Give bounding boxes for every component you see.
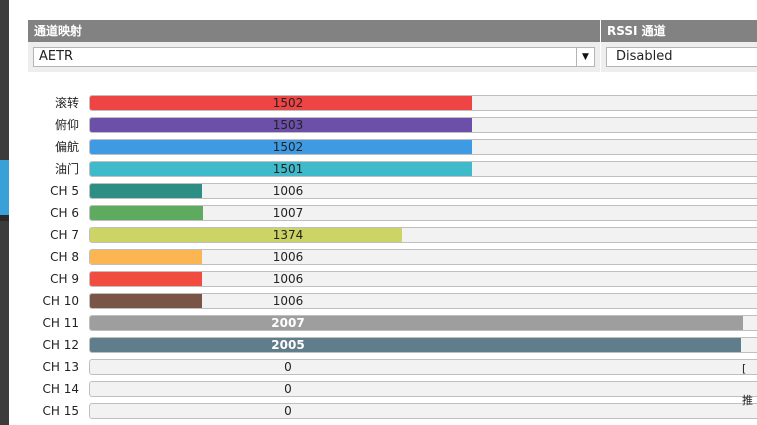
channel-meter: 1502 bbox=[89, 139, 757, 155]
channel-meter: 0 bbox=[89, 359, 757, 375]
left-nav-strip bbox=[0, 0, 9, 425]
channel-label: 偏航 bbox=[54, 140, 79, 154]
channel-label: 滚转 bbox=[54, 96, 79, 110]
channel-row: 偏航 1502 bbox=[0, 136, 757, 158]
channel-row: 俯仰 1503 bbox=[0, 114, 757, 136]
channel-meter-fill bbox=[90, 250, 202, 264]
channel-meter-fill bbox=[90, 294, 202, 308]
channel-label: CH 12 bbox=[42, 338, 80, 352]
rssi-channel-select[interactable]: Disabled bbox=[606, 47, 757, 67]
channel-meter-fill bbox=[90, 184, 202, 198]
channel-value: 1374 bbox=[272, 228, 304, 242]
channel-map-panel: 通道映射 AETR ▼ bbox=[28, 20, 600, 72]
channel-value: 2007 bbox=[271, 316, 305, 330]
channel-row: CH 12 2005 bbox=[0, 334, 757, 356]
channel-label: CH 13 bbox=[42, 360, 80, 374]
channel-map-value: AETR bbox=[39, 49, 74, 64]
channel-value: 0 bbox=[284, 360, 292, 374]
channel-value: 1006 bbox=[272, 294, 304, 308]
rssi-channel-value: Disabled bbox=[616, 49, 673, 64]
nav-divider bbox=[0, 215, 9, 221]
active-nav-indicator bbox=[0, 160, 9, 216]
channel-value: 1007 bbox=[272, 206, 304, 220]
channel-meter: 1007 bbox=[89, 205, 757, 221]
channel-meter-fill bbox=[90, 206, 203, 220]
channel-row: 油门 1501 bbox=[0, 158, 757, 180]
channel-label: CH 9 bbox=[50, 272, 79, 286]
channel-meter: 1374 bbox=[89, 227, 757, 243]
rssi-channel-panel: RSSI 通道 Disabled bbox=[601, 20, 757, 72]
channel-meter-fill bbox=[90, 118, 472, 132]
channel-meter-fill bbox=[90, 272, 202, 286]
channel-value: 1006 bbox=[272, 272, 304, 286]
channel-meter: 1006 bbox=[89, 293, 757, 309]
channel-row: CH 5 1006 bbox=[0, 180, 757, 202]
channel-row: CH 7 1374 bbox=[0, 224, 757, 246]
channel-row: CH 15 0 bbox=[0, 400, 757, 422]
channel-meter: 2007 bbox=[89, 315, 757, 331]
channel-map-select[interactable]: AETR ▼ bbox=[33, 47, 595, 67]
channel-row: CH 14 0 bbox=[0, 378, 757, 400]
channel-meter-fill bbox=[90, 162, 472, 176]
channel-row: CH 10 1006 bbox=[0, 290, 757, 312]
channel-label: CH 15 bbox=[42, 404, 80, 418]
channel-label: CH 14 bbox=[42, 382, 80, 396]
channel-meter-fill bbox=[90, 228, 402, 242]
channel-label: CH 11 bbox=[42, 316, 80, 330]
channel-row: 滚转 1502 bbox=[0, 92, 757, 114]
channel-row: CH 9 1006 bbox=[0, 268, 757, 290]
channel-label: CH 5 bbox=[50, 184, 79, 198]
channel-meter-fill bbox=[90, 316, 743, 330]
clipped-edge-text: 推 bbox=[742, 394, 753, 407]
rssi-channel-header: RSSI 通道 bbox=[601, 20, 757, 42]
channel-meter: 1006 bbox=[89, 271, 757, 287]
channel-value: 1503 bbox=[272, 118, 304, 132]
channel-value: 0 bbox=[284, 404, 292, 418]
channel-label: 油门 bbox=[54, 162, 79, 176]
channel-value: 1502 bbox=[272, 96, 304, 110]
channel-meter-fill bbox=[90, 338, 741, 352]
clipped-edge-text: [ bbox=[742, 362, 747, 375]
channel-row: CH 13 0 bbox=[0, 356, 757, 378]
channel-meter: 1006 bbox=[89, 183, 757, 199]
channel-label: CH 10 bbox=[42, 294, 80, 308]
channel-meter-fill bbox=[90, 140, 472, 154]
channel-row: CH 11 2007 bbox=[0, 312, 757, 334]
channel-meter: 0 bbox=[89, 403, 757, 419]
channel-meter: 1501 bbox=[89, 161, 757, 177]
channel-label: CH 8 bbox=[50, 250, 79, 264]
channel-value: 2005 bbox=[271, 338, 305, 352]
channel-meter: 1006 bbox=[89, 249, 757, 265]
channel-row: CH 8 1006 bbox=[0, 246, 757, 268]
channel-meter: 2005 bbox=[89, 337, 757, 353]
channel-value: 1006 bbox=[272, 184, 304, 198]
channel-row: CH 6 1007 bbox=[0, 202, 757, 224]
channel-value: 0 bbox=[284, 382, 292, 396]
channel-label: CH 6 bbox=[50, 206, 79, 220]
channel-meter: 1502 bbox=[89, 95, 757, 111]
channel-value: 1501 bbox=[272, 162, 304, 176]
channel-label: CH 7 bbox=[50, 228, 79, 242]
channel-meter-fill bbox=[90, 96, 472, 110]
channel-value: 1006 bbox=[272, 250, 304, 264]
dropdown-arrow-icon[interactable]: ▼ bbox=[576, 48, 594, 66]
channel-value: 1502 bbox=[272, 140, 304, 154]
channel-label: 俯仰 bbox=[54, 118, 79, 132]
channel-meter: 1503 bbox=[89, 117, 757, 133]
channel-map-header: 通道映射 bbox=[28, 20, 600, 42]
channel-meter: 0 bbox=[89, 381, 757, 397]
